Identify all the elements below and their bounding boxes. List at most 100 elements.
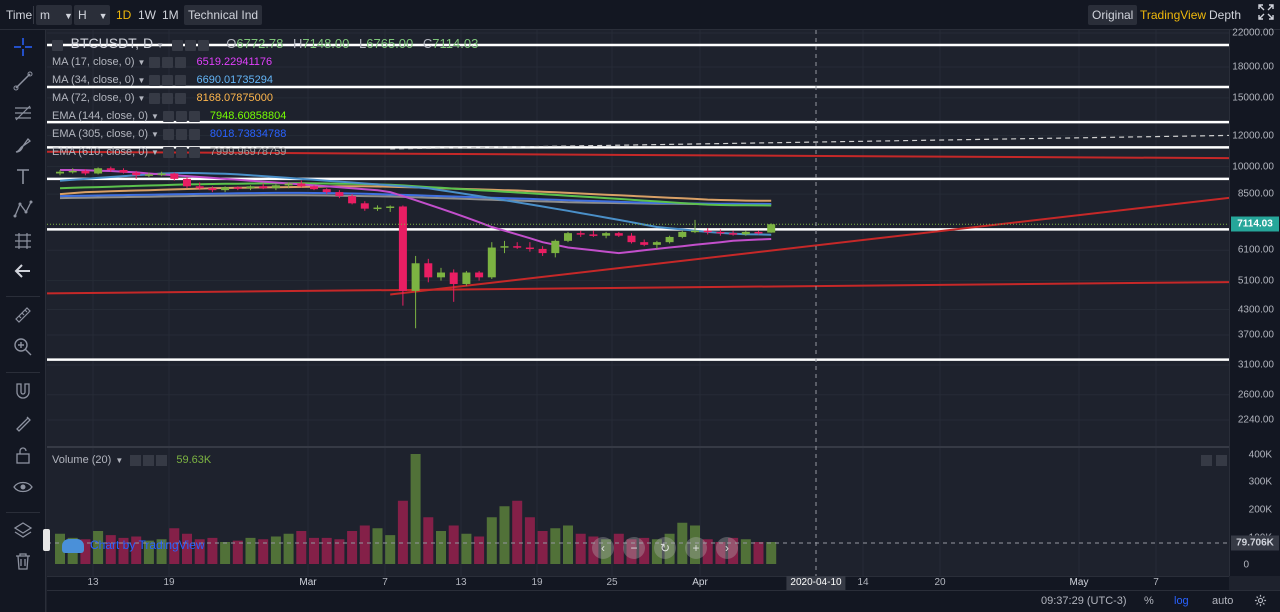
eye-icon[interactable]	[149, 74, 161, 86]
chevron-down-icon[interactable]: ▼	[137, 58, 146, 67]
fib-tool-icon[interactable]	[11, 102, 35, 126]
minute-interval-select[interactable]: m ▼	[36, 5, 73, 25]
log-toggle[interactable]: log	[1174, 595, 1189, 607]
technical-indicators-button[interactable]: Technical Ind	[184, 5, 263, 25]
gear-icon[interactable]	[162, 74, 174, 86]
price-axis-label: 18000.00	[1232, 61, 1274, 73]
zoom-in-icon[interactable]	[11, 336, 35, 360]
legend-buttons[interactable]	[130, 452, 168, 468]
legend-buttons[interactable]	[149, 90, 188, 106]
legend-buttons[interactable]	[52, 37, 65, 53]
candlestick-chart[interactable]	[47, 30, 1229, 576]
chevron-down-icon[interactable]: ▼	[151, 130, 159, 139]
eye-icon[interactable]	[162, 110, 174, 122]
hour-interval-select[interactable]: H ▼	[74, 5, 110, 25]
auto-toggle[interactable]: auto	[1212, 595, 1234, 607]
price-axis[interactable]: 22000.00 18000.00 15000.00 12000.00 10000.00…	[1229, 28, 1280, 576]
indicator-name[interactable]: EMA (610, close, 0)	[52, 146, 148, 158]
candle-body	[132, 172, 141, 176]
close-icon[interactable]	[175, 92, 187, 104]
time-button[interactable]: Time	[6, 8, 33, 22]
legend-buttons[interactable]	[162, 144, 202, 160]
indicator-name[interactable]: EMA (144, close, 0)	[52, 110, 148, 122]
brush-icon[interactable]	[11, 134, 35, 158]
eye-icon[interactable]	[130, 454, 142, 466]
indicator-name[interactable]: MA (34, close, 0)	[52, 74, 135, 86]
close-icon[interactable]	[188, 110, 200, 122]
chevron-down-icon[interactable]: ▼	[137, 94, 146, 103]
gear-icon[interactable]	[143, 454, 155, 466]
volume-bar	[105, 535, 116, 564]
scroll-right-icon[interactable]: ›	[716, 537, 738, 559]
eye-icon[interactable]	[149, 56, 161, 68]
back-arrow-icon[interactable]	[11, 260, 35, 284]
close-icon[interactable]	[197, 39, 209, 51]
text-icon[interactable]	[11, 166, 35, 190]
legend-buttons[interactable]	[171, 37, 211, 53]
chevron-down-icon[interactable]: ▼	[137, 76, 146, 85]
percent-toggle[interactable]: %	[1144, 595, 1154, 607]
panel-handle[interactable]	[43, 529, 50, 551]
eye-icon[interactable]	[171, 39, 183, 51]
gear-icon[interactable]	[175, 146, 187, 158]
indicator-name[interactable]: MA (72, close, 0)	[52, 92, 135, 104]
candle-body	[221, 187, 230, 191]
indicator-value: 7948.60858804	[209, 110, 287, 122]
eye-icon[interactable]	[149, 92, 161, 104]
trash-icon[interactable]	[11, 550, 35, 574]
close-icon[interactable]	[156, 454, 168, 466]
indicator-name[interactable]: MA (17, close, 0)	[52, 56, 135, 68]
chevron-down-icon[interactable]: ▼	[156, 41, 164, 50]
fullscreen-icon[interactable]	[1254, 4, 1278, 24]
legend-buttons[interactable]	[162, 108, 202, 124]
gear-icon[interactable]	[184, 39, 196, 51]
prediction-icon[interactable]	[11, 230, 35, 254]
legend-buttons[interactable]	[149, 54, 188, 70]
gear-icon[interactable]	[175, 110, 187, 122]
stay-drawing-icon[interactable]	[11, 412, 35, 436]
zoom-out-icon[interactable]: −	[623, 537, 645, 559]
chevron-down-icon[interactable]: ▼	[151, 112, 159, 121]
interval-1w-button[interactable]: 1W	[138, 8, 156, 22]
chevron-down-icon[interactable]: ▼	[115, 456, 124, 465]
magnet-icon[interactable]	[11, 380, 35, 404]
gear-icon[interactable]	[1254, 594, 1267, 610]
pattern-icon[interactable]	[11, 198, 35, 222]
reset-icon[interactable]: ↻	[654, 537, 676, 559]
volume-name[interactable]: Volume (20)	[52, 454, 112, 466]
gear-icon[interactable]	[162, 56, 174, 68]
view-tradingview-button[interactable]: TradingView	[1140, 8, 1207, 22]
pane-minimize-icon[interactable]	[1201, 455, 1212, 466]
trend-line-icon[interactable]	[11, 70, 35, 94]
view-depth-button[interactable]: Depth	[1209, 8, 1242, 22]
legend-buttons[interactable]	[149, 72, 188, 88]
eye-icon[interactable]	[162, 146, 174, 158]
legend-buttons[interactable]	[162, 126, 202, 142]
close-icon[interactable]	[175, 74, 187, 86]
scroll-left-icon[interactable]: ‹	[592, 537, 614, 559]
interval-1m-button[interactable]: 1M	[162, 8, 179, 22]
close-icon[interactable]	[188, 146, 200, 158]
close-icon[interactable]	[175, 56, 187, 68]
view-original-button[interactable]: Original	[1088, 5, 1138, 25]
chevron-down-icon[interactable]: ▼	[151, 148, 159, 157]
lock-icon[interactable]	[11, 444, 35, 468]
tradingview-watermark[interactable]: Chart by TradingView	[62, 537, 205, 553]
close-icon[interactable]	[188, 128, 200, 140]
gear-icon[interactable]	[162, 92, 174, 104]
zoom-in-icon[interactable]: +	[685, 537, 707, 559]
indicator-name[interactable]: EMA (305, close, 0)	[52, 128, 148, 140]
volume-bar	[347, 531, 358, 564]
crosshair-icon[interactable]	[11, 36, 35, 60]
eye-icon[interactable]	[11, 476, 35, 500]
time-axis[interactable]: 13 19 Mar 7 13 19 25 Apr 14 20 May 7 2020-04-10	[47, 576, 1229, 590]
pane-maximize-icon[interactable]	[1216, 455, 1227, 466]
gear-icon[interactable]	[175, 128, 187, 140]
layers-icon[interactable]	[11, 520, 35, 544]
chart-canvas[interactable]	[47, 30, 1229, 576]
eye-icon[interactable]	[162, 128, 174, 140]
symbol-title[interactable]: BTCUSDT, D	[70, 35, 154, 51]
interval-1d-button[interactable]: 1D	[116, 8, 132, 22]
ruler-icon[interactable]	[11, 304, 35, 328]
collapse-icon[interactable]	[52, 39, 63, 51]
